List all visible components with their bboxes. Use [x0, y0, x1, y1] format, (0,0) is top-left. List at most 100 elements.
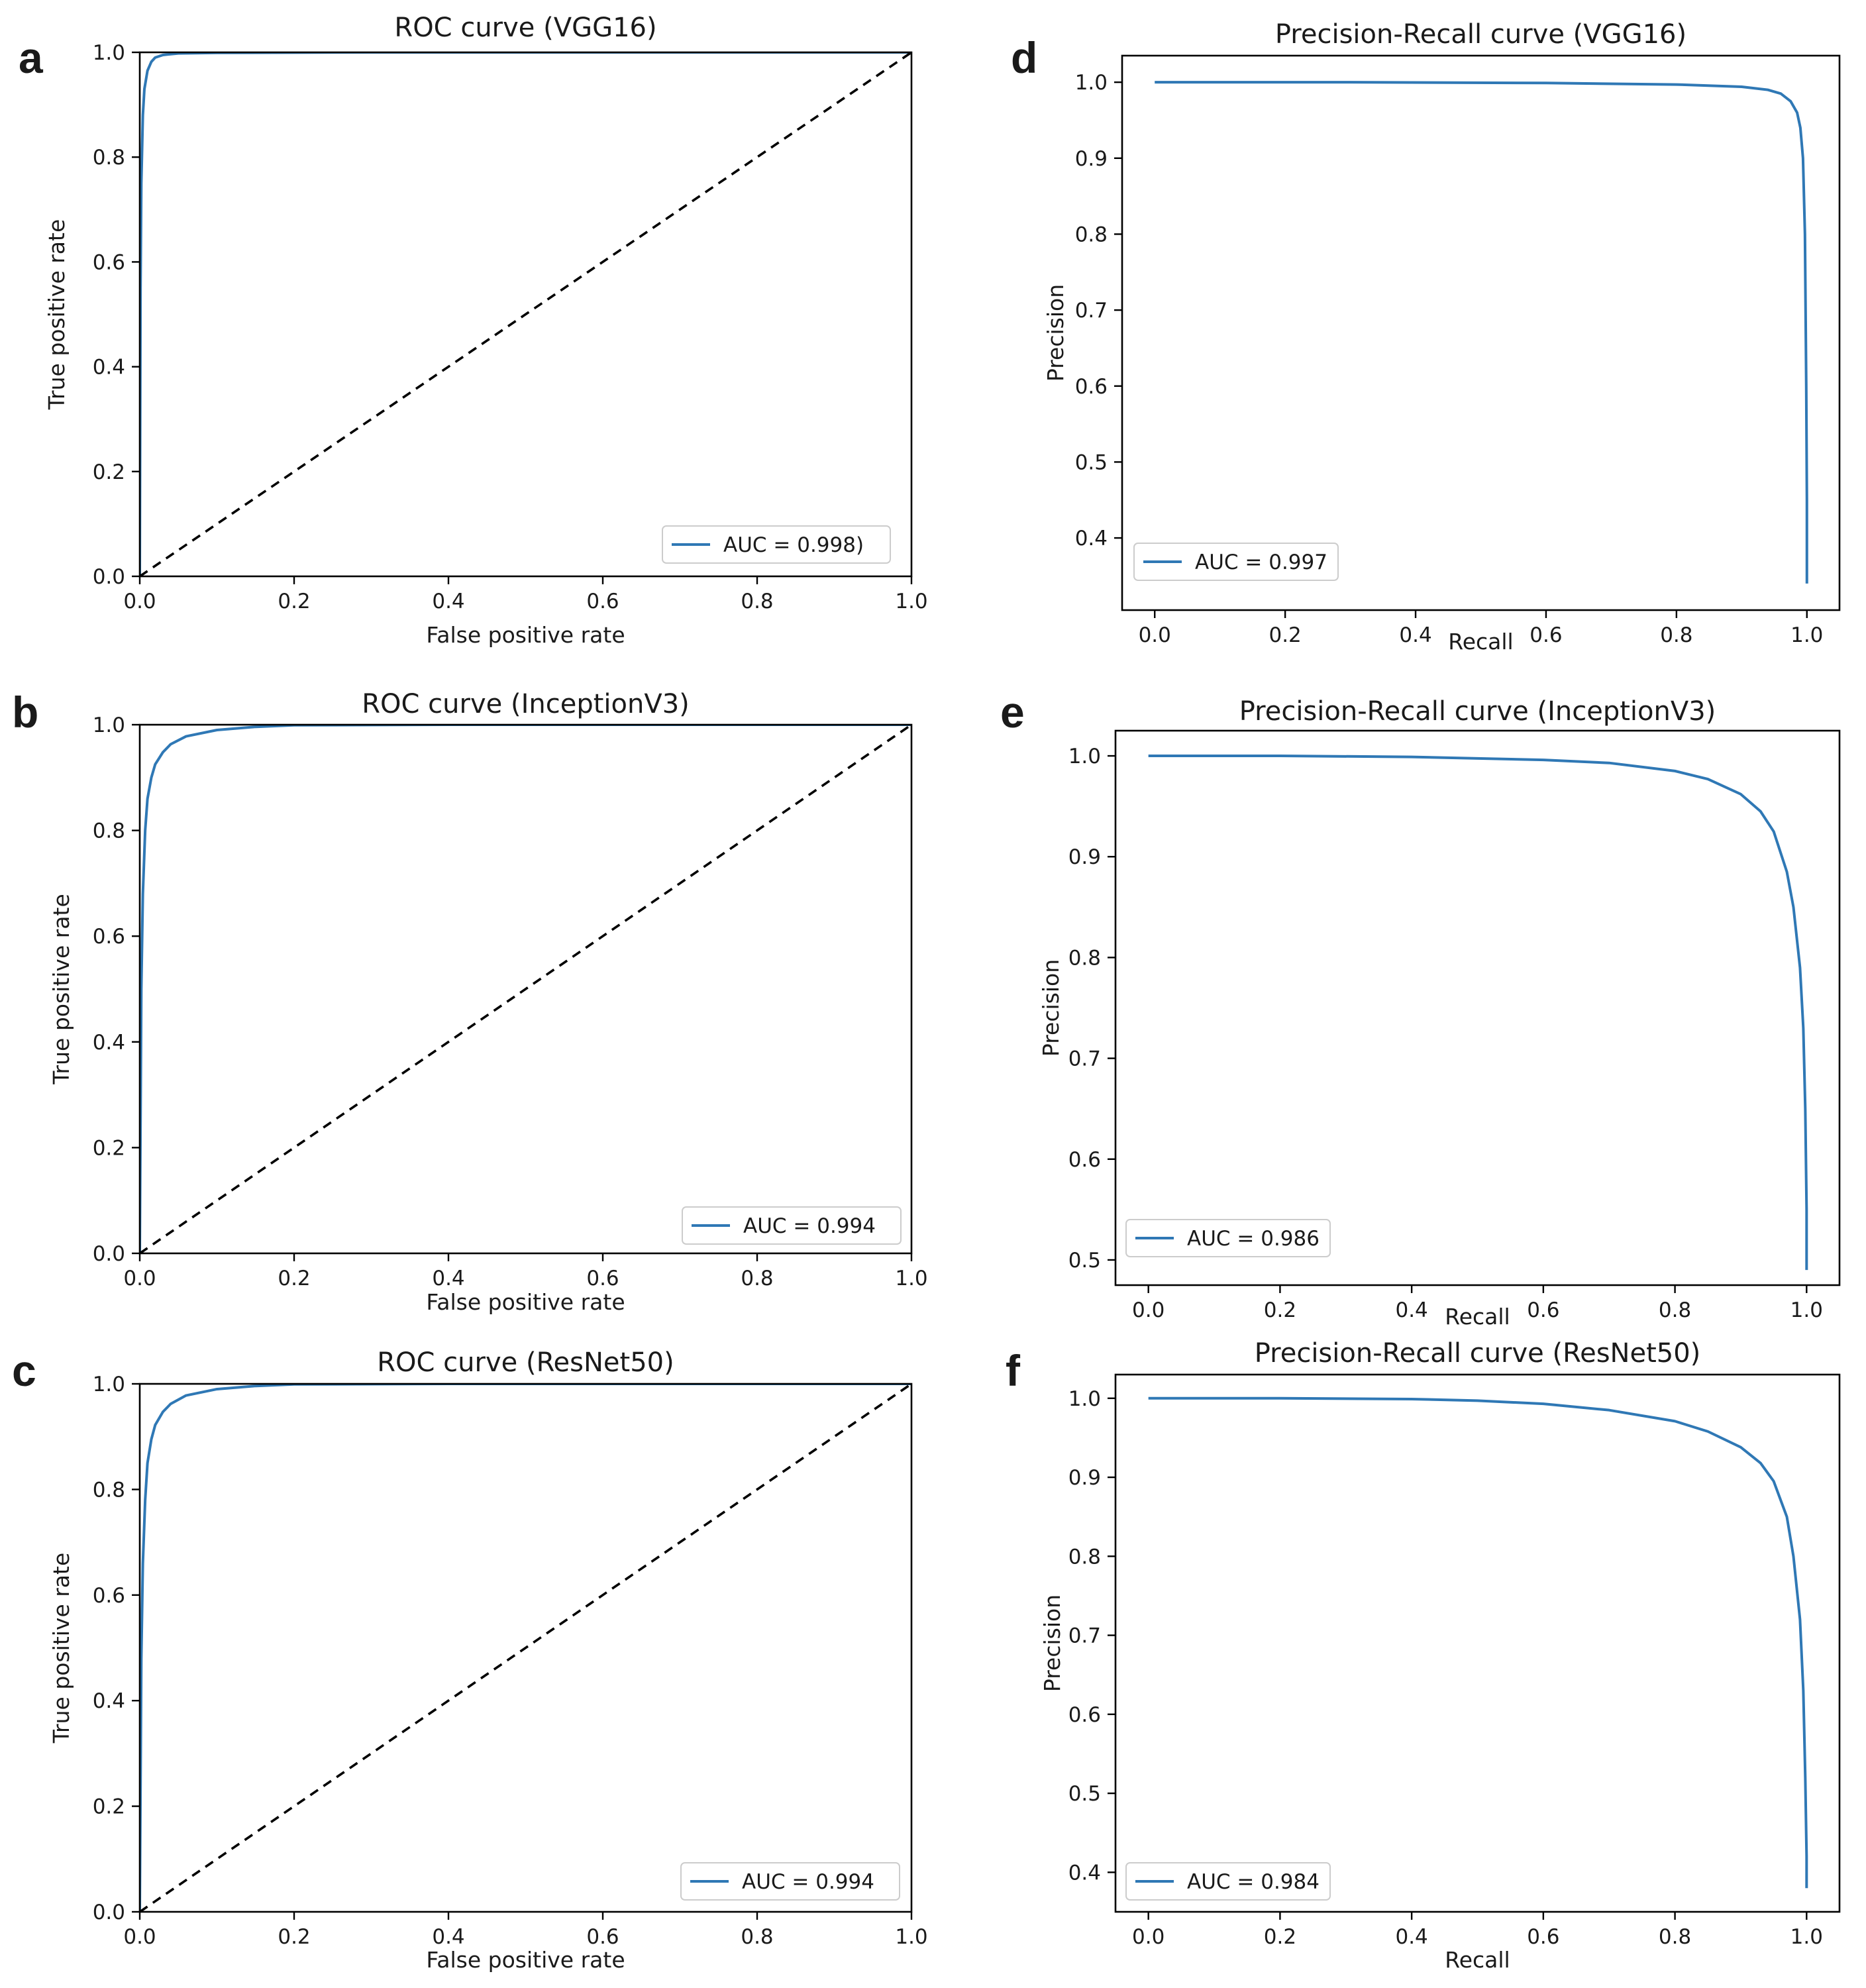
chart-title: Precision-Recall curve (VGG16): [1275, 19, 1686, 50]
y-axis-label: Precision: [1043, 284, 1068, 382]
x-axis-label: Recall: [1445, 1304, 1510, 1330]
panel-letter: d: [1011, 33, 1037, 82]
x-tick-label: 1.0: [895, 590, 927, 613]
x-tick-label: 0.4: [1395, 1298, 1427, 1322]
y-tick-label: 0.8: [93, 146, 125, 170]
y-tick-label: 0.9: [1075, 147, 1108, 171]
x-tick-label: 0.6: [586, 1267, 619, 1290]
x-tick-label: 0.0: [1132, 1298, 1165, 1322]
series-line: [1155, 81, 1808, 584]
panel-letter: e: [1000, 688, 1025, 737]
y-tick-label: 1.0: [93, 713, 125, 737]
x-axis-label: False positive rate: [426, 1947, 625, 1973]
y-tick-label: 0.5: [1075, 450, 1108, 474]
y-tick-label: 0.2: [93, 1136, 125, 1160]
x-tick-label: 1.0: [1790, 1925, 1823, 1949]
y-tick-label: 0.0: [93, 565, 125, 589]
x-tick-label: 0.8: [741, 590, 773, 613]
x-tick-label: 0.4: [1395, 1925, 1427, 1949]
x-tick-label: 0.8: [741, 1267, 773, 1290]
y-axis-label: Precision: [1039, 1595, 1065, 1692]
chance-diagonal-line: [140, 1384, 911, 1912]
y-tick-label: 0.2: [93, 1795, 125, 1819]
x-tick-label: 0.0: [1139, 623, 1171, 647]
y-tick-label: 0.6: [1068, 1703, 1101, 1727]
legend: AUC = 0.994: [680, 1862, 900, 1901]
x-tick-label: 1.0: [895, 1267, 927, 1290]
panel-letter: b: [12, 688, 38, 737]
y-tick-label: 0.6: [1068, 1148, 1101, 1172]
legend-box: [1125, 1862, 1331, 1901]
y-tick-label: 0.8: [1075, 223, 1108, 246]
x-tick-label: 0.8: [1659, 1925, 1691, 1949]
legend: AUC = 0.997: [1133, 543, 1339, 581]
y-tick-label: 0.8: [1068, 1545, 1101, 1569]
legend-box: [680, 1862, 900, 1901]
x-tick-label: 0.6: [1527, 1298, 1559, 1322]
y-tick-label: 0.4: [1068, 1861, 1101, 1885]
y-tick-label: 1.0: [1068, 1387, 1101, 1411]
y-tick-label: 1.0: [93, 41, 125, 65]
x-tick-label: 0.0: [123, 590, 156, 613]
y-tick-label: 0.4: [93, 1031, 125, 1055]
panel-f: f Precision-Recall curve (ResNet50) 0.0 0.2…: [1006, 1338, 1841, 1973]
legend: AUC = 0.994: [682, 1206, 902, 1245]
x-tick-label: 0.2: [278, 1925, 310, 1949]
x-tick-label: 0.2: [1264, 1298, 1296, 1322]
x-tick-label: 0.4: [432, 1925, 464, 1949]
y-axis-label: True positive rate: [44, 219, 70, 411]
legend: AUC = 0.998): [662, 525, 891, 564]
chart-title: Precision-Recall curve (InceptionV3): [1239, 696, 1716, 727]
panel-letter: f: [1006, 1346, 1021, 1395]
legend-box: [682, 1206, 902, 1245]
legend: AUC = 0.986: [1125, 1219, 1331, 1257]
x-tick-label: 0.6: [1529, 623, 1562, 647]
legend-label: AUC = 0.997: [1195, 550, 1327, 574]
x-tick-label: 0.2: [278, 590, 310, 613]
y-tick-label: 0.5: [1068, 1249, 1101, 1273]
x-tick-label: 0.8: [741, 1925, 773, 1949]
panel-d: d Precision-Recall curve (VGG16) 0.0 0.2 0.4…: [1011, 19, 1841, 654]
x-tick-label: 0.6: [586, 590, 619, 613]
x-tick-label: 0.2: [1269, 623, 1301, 647]
y-tick-label: 0.2: [93, 460, 125, 484]
y-tick-label: 0.7: [1075, 299, 1108, 323]
y-tick-label: 1.0: [1075, 71, 1108, 95]
plot-frame: [1114, 729, 1841, 1286]
x-tick-label: 0.8: [1659, 1298, 1691, 1322]
y-tick-label: 1.0: [1068, 745, 1101, 768]
legend: AUC = 0.984: [1125, 1862, 1331, 1901]
x-tick-label: 0.0: [123, 1925, 156, 1949]
y-tick-label: 0.0: [93, 1901, 125, 1924]
x-tick-label: 0.4: [432, 590, 464, 613]
y-tick-label: 0.5: [1068, 1782, 1101, 1806]
series-line: [140, 725, 911, 1253]
y-axis-label: True positive rate: [48, 1553, 74, 1744]
panel-letter: a: [19, 33, 44, 82]
y-tick-label: 0.7: [1068, 1624, 1101, 1648]
y-tick-label: 0.6: [1075, 375, 1108, 399]
y-tick-label: 0.4: [1075, 527, 1108, 550]
series-line: [140, 1384, 911, 1912]
y-tick-label: 0.8: [93, 1478, 125, 1502]
panel-a: a ROC curve (VGG16) 0.0 0.2 0.4 0.6 0.8 1.0 0.0 0…: [19, 13, 928, 648]
x-tick-label: 1.0: [1790, 1298, 1823, 1322]
legend-label: AUC = 0.998): [723, 533, 864, 557]
plot-frame: [138, 723, 913, 1255]
y-axis-label: True positive rate: [48, 894, 74, 1085]
y-tick-label: 0.6: [93, 1584, 125, 1608]
x-axis-label: Recall: [1445, 1947, 1510, 1973]
series-line: [1148, 755, 1808, 1271]
x-axis-label: Recall: [1448, 629, 1513, 654]
panel-b: b ROC curve (InceptionV3) 0.0 0.2 0.4 0.6 0.8 1…: [12, 688, 928, 1315]
plot-frame: [1114, 1373, 1841, 1913]
y-tick-label: 0.9: [1068, 845, 1101, 869]
plot-frame: [138, 1383, 913, 1913]
x-tick-label: 0.6: [1527, 1925, 1559, 1949]
legend-label: AUC = 0.984: [1187, 1870, 1320, 1894]
y-axis-label: Precision: [1038, 959, 1064, 1057]
y-tick-label: 0.4: [93, 356, 125, 380]
x-tick-label: 0.6: [586, 1925, 619, 1949]
y-tick-label: 0.6: [93, 925, 125, 949]
